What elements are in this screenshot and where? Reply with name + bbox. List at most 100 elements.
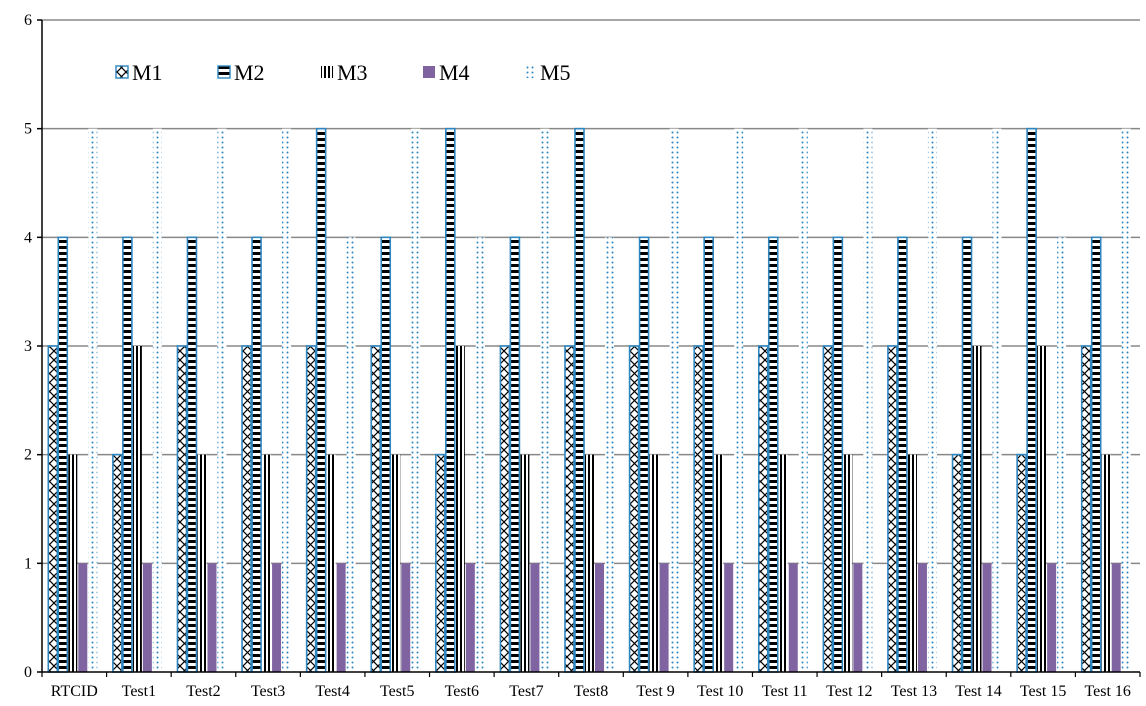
bar-m2-15: [1026, 127, 1037, 673]
x-tick-label-5: Test5: [380, 683, 414, 700]
bar-m4-5: [401, 563, 411, 672]
bar-m4-2: [207, 563, 217, 672]
bar-m1-16: [1080, 345, 1092, 673]
bar-m3-10: [714, 454, 724, 672]
bar-m1-11: [757, 345, 769, 673]
bar-m2-7: [509, 236, 521, 673]
y-tick-label-1: 1: [24, 555, 32, 572]
bar-m1-2: [176, 345, 188, 673]
y-tick-label-2: 2: [24, 447, 32, 464]
bar-m4-13: [917, 563, 927, 672]
bar-m5-10: [734, 128, 744, 673]
bar-m5-2: [217, 128, 227, 673]
bar-m2-3: [251, 236, 262, 673]
bar-m5-14: [992, 128, 1002, 673]
bar-m5-12: [863, 128, 873, 673]
y-tick-label-0: 0: [24, 664, 32, 681]
y-tick-label-6: 6: [24, 12, 32, 29]
legend-label-m4: M4: [439, 60, 470, 85]
bar-m3-16: [1101, 454, 1111, 672]
bar-m1-12: [822, 345, 834, 673]
x-tick-label-9: Test 9: [636, 683, 674, 700]
x-tick-label-2: Test2: [186, 683, 220, 700]
bar-m3-2: [197, 454, 207, 672]
bar-m3-8: [585, 454, 594, 672]
bar-m3-7: [520, 454, 530, 672]
bar-m2-11: [767, 236, 779, 673]
bar-m4-9: [659, 563, 669, 672]
bar-m1-8: [564, 345, 575, 673]
legend-swatch-m5: [524, 66, 536, 78]
x-tick-label-14: Test 14: [955, 683, 1001, 700]
x-tick-label-11: Test 11: [762, 683, 808, 700]
bar-m1-10: [693, 345, 704, 673]
bar-m2-14: [961, 236, 973, 673]
bar-m5-6: [475, 237, 485, 672]
bar-m2-5: [380, 236, 392, 673]
x-tick-label-6: Test6: [445, 683, 479, 700]
axes: [37, 19, 1141, 677]
bar-m4-7: [530, 563, 540, 672]
x-tick-label-10: Test 10: [697, 683, 743, 700]
bar-m5-8: [605, 237, 614, 672]
legend: M1 M2 M3 M4 M5: [115, 60, 571, 85]
legend-label-m5: M5: [540, 60, 571, 85]
bar-m5-5: [411, 128, 421, 673]
bars: [47, 127, 1131, 673]
x-tick-label-3: Test3: [251, 683, 285, 700]
bar-m3-11: [778, 454, 788, 672]
bar-m3-1: [132, 346, 142, 672]
bar-m2-6: [445, 127, 456, 673]
bar-m3-9: [649, 454, 659, 672]
bar-m2-12: [832, 236, 844, 673]
bar-m4-4: [336, 563, 346, 672]
x-tick-label-12: Test 12: [826, 683, 872, 700]
x-tick-label-0: RTCID: [51, 683, 98, 700]
legend-label-m2: M2: [234, 60, 265, 85]
bar-m5-16: [1121, 128, 1131, 673]
bar-m4-3: [272, 563, 282, 672]
bar-m5-13: [927, 128, 937, 673]
bar-m4-1: [142, 563, 152, 672]
y-tick-label-5: 5: [24, 121, 32, 138]
bar-m4-11: [788, 563, 798, 672]
bar-m3-14: [972, 346, 982, 672]
y-tick-label-4: 4: [24, 229, 32, 246]
bar-m1-7: [499, 345, 511, 673]
bar-m1-0: [47, 345, 59, 673]
bar-m1-13: [887, 345, 898, 673]
x-tick-label-7: Test7: [509, 683, 543, 700]
bar-m1-1: [112, 453, 123, 673]
x-tick-label-15: Test 15: [1020, 683, 1066, 700]
legend-swatch-m4: [423, 66, 435, 78]
bar-m5-0: [88, 128, 98, 673]
legend-swatch-m3: [321, 66, 333, 78]
bar-m2-13: [897, 236, 908, 673]
legend-swatch-m2: [217, 65, 231, 79]
legend-swatch-m1: [115, 65, 129, 79]
bar-m4-16: [1111, 563, 1121, 672]
bar-m3-5: [391, 454, 401, 672]
bar-m1-15: [1016, 453, 1027, 673]
bar-m4-15: [1047, 563, 1057, 672]
bar-m4-8: [595, 563, 604, 672]
bar-m5-7: [540, 128, 550, 673]
bar-m2-10: [703, 236, 714, 673]
x-tick-label-16: Test 16: [1084, 683, 1130, 700]
bar-m5-15: [1057, 237, 1067, 672]
legend-label-m3: M3: [337, 60, 368, 85]
bar-m2-16: [1090, 236, 1102, 673]
x-tick-label-8: Test8: [574, 683, 608, 700]
bar-m2-4: [315, 127, 327, 673]
bar-m1-9: [628, 345, 640, 673]
bar-m3-6: [455, 346, 465, 672]
bar-m1-5: [370, 345, 382, 673]
bar-m4-0: [78, 563, 88, 672]
x-tick-labels: RTCID Test1 Test2 Test3 Test4 Test5 Test6 Test7…: [51, 683, 1131, 700]
bar-m5-11: [798, 128, 808, 673]
bar-m3-3: [262, 454, 272, 672]
bar-m1-6: [435, 453, 446, 673]
y-tick-label-3: 3: [24, 338, 32, 355]
bar-m3-13: [907, 454, 917, 672]
